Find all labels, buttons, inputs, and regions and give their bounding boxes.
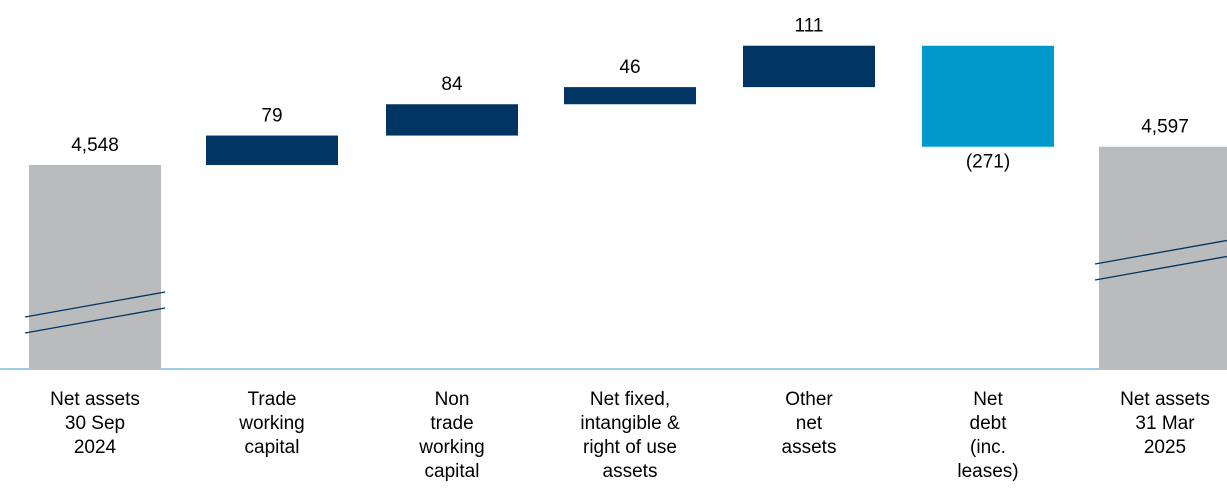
bar-total-opening: [29, 165, 161, 369]
bar-increase: [743, 46, 875, 87]
bar-increase: [564, 87, 696, 104]
category-label: Other net assets: [782, 389, 837, 458]
bar-increase: [386, 104, 518, 135]
value-label: 111: [795, 16, 824, 37]
category-labels-layer: Net assets 30 Sep 2024 Trade working capital N…: [50, 389, 1210, 482]
category-label: Non trade working capital: [418, 389, 484, 482]
bars-layer: [29, 46, 1227, 369]
axis-break-layer: [25, 239, 1227, 333]
bar-total-closing: [1099, 147, 1227, 369]
bar-decrease: [922, 46, 1054, 147]
value-label: 46: [619, 57, 640, 78]
category-label: Net assets 30 Sep 2024: [50, 389, 140, 458]
value-label: 4,548: [71, 135, 119, 156]
category-label: Trade working capital: [238, 389, 304, 458]
category-label: Net assets 31 Mar 2025: [1120, 389, 1210, 458]
category-label: Net debt (inc. leases): [957, 389, 1018, 482]
value-label: 4,597: [1141, 117, 1189, 138]
value-label: (271): [966, 152, 1010, 173]
category-label: Net fixed, intangible & right of use assets: [580, 389, 680, 482]
value-label: 79: [261, 106, 282, 127]
bar-increase: [206, 136, 338, 165]
value-label: 84: [441, 74, 463, 95]
